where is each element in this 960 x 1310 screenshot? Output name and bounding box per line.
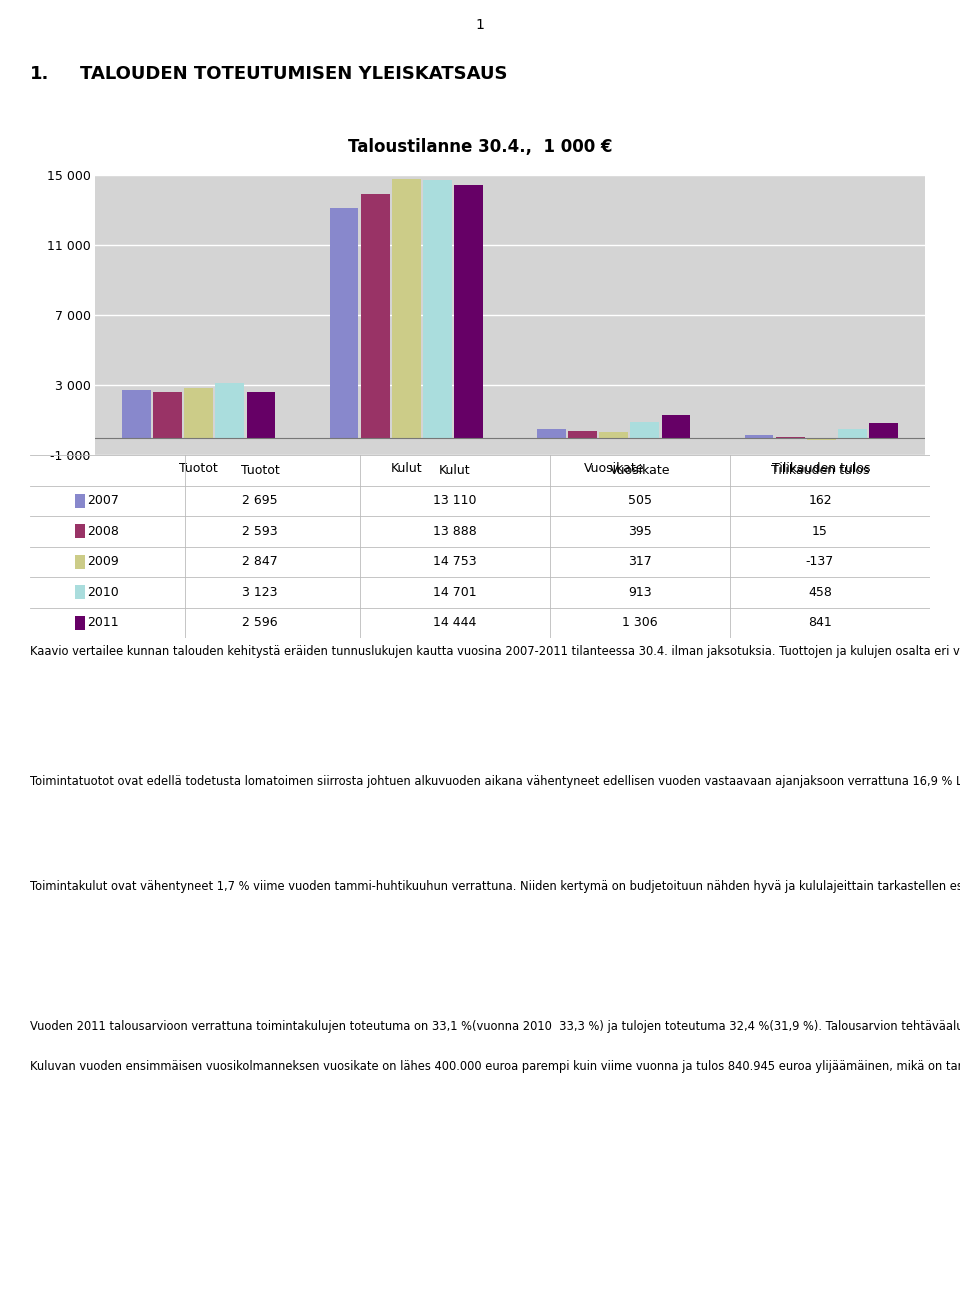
Text: 2009: 2009 — [87, 555, 119, 569]
Text: Taloustilanne 30.4.,  1 000 €: Taloustilanne 30.4., 1 000 € — [348, 138, 612, 156]
Text: 458: 458 — [808, 586, 832, 599]
Bar — [184, 388, 213, 438]
Text: -137: -137 — [805, 555, 834, 569]
Text: Kaavio vertailee kunnan talouden kehitystä eräiden tunnuslukujen kautta vuosina : Kaavio vertailee kunnan talouden kehitys… — [30, 645, 960, 658]
Bar — [75, 616, 84, 630]
Text: 14 753: 14 753 — [433, 555, 477, 569]
Bar — [361, 194, 390, 438]
Text: 1: 1 — [475, 18, 485, 31]
Text: TALOUDEN TOTEUTUMISEN YLEISKATSAUS: TALOUDEN TOTEUTUMISEN YLEISKATSAUS — [80, 66, 508, 83]
Text: 3 123: 3 123 — [242, 586, 277, 599]
Text: Tilikauden tulos: Tilikauden tulos — [771, 464, 869, 477]
Text: 2 593: 2 593 — [242, 525, 277, 537]
Text: 14 701: 14 701 — [433, 586, 477, 599]
Text: 2011: 2011 — [87, 616, 119, 629]
Text: Toimintatuotot ovat edellä todetusta lomatoimen siirrosta johtuen alkuvuoden aik: Toimintatuotot ovat edellä todetusta lom… — [30, 776, 960, 789]
Bar — [75, 555, 84, 569]
Bar — [247, 392, 276, 438]
Text: 13 110: 13 110 — [433, 494, 477, 507]
Text: 841: 841 — [808, 616, 832, 629]
Text: Vuosikate: Vuosikate — [610, 464, 670, 477]
Text: 1.: 1. — [30, 66, 49, 83]
Text: 14 444: 14 444 — [433, 616, 477, 629]
Bar — [745, 435, 774, 438]
Text: 913: 913 — [628, 586, 652, 599]
Text: 2010: 2010 — [87, 586, 119, 599]
Text: Tuotot: Tuotot — [241, 464, 279, 477]
Text: 13 888: 13 888 — [433, 525, 477, 537]
Bar — [215, 383, 245, 438]
Text: 162: 162 — [808, 494, 831, 507]
Text: 395: 395 — [628, 525, 652, 537]
Bar — [423, 181, 452, 438]
Bar — [392, 179, 420, 438]
Bar — [454, 185, 483, 438]
Text: 15: 15 — [812, 525, 828, 537]
Text: 2007: 2007 — [87, 494, 119, 507]
Text: 2008: 2008 — [87, 525, 119, 537]
Bar — [631, 422, 660, 438]
Text: Kuluvan vuoden ensimmäisen vuosikolmanneksen vuosikate on lähes 400.000 euroa pa: Kuluvan vuoden ensimmäisen vuosikolmanne… — [30, 1060, 960, 1073]
Bar — [537, 428, 566, 438]
Bar — [154, 392, 182, 438]
Text: Kulut: Kulut — [439, 464, 470, 477]
Bar — [568, 431, 597, 438]
Bar — [75, 494, 84, 507]
FancyBboxPatch shape — [16, 107, 944, 648]
Text: 505: 505 — [628, 494, 652, 507]
Bar — [869, 423, 898, 438]
Text: Toimintakulut ovat vähentyneet 1,7 % viime vuoden tammi-huhtikuuhun verrattuna. : Toimintakulut ovat vähentyneet 1,7 % vii… — [30, 880, 960, 893]
Bar — [75, 586, 84, 599]
Bar — [122, 390, 151, 438]
Text: Vuoden 2011 talousarvioon verrattuna toimintakulujen toteutuma on 33,1 %(vuonna : Vuoden 2011 talousarvioon verrattuna toi… — [30, 1020, 960, 1034]
Bar — [75, 524, 84, 538]
Bar — [806, 438, 836, 440]
Text: 2 596: 2 596 — [242, 616, 277, 629]
Bar — [661, 415, 690, 438]
Text: 317: 317 — [628, 555, 652, 569]
Text: 2 847: 2 847 — [242, 555, 277, 569]
Text: 2 695: 2 695 — [242, 494, 277, 507]
Text: 1 306: 1 306 — [622, 616, 658, 629]
Bar — [599, 432, 628, 438]
Bar — [838, 430, 867, 438]
Bar — [329, 208, 358, 438]
